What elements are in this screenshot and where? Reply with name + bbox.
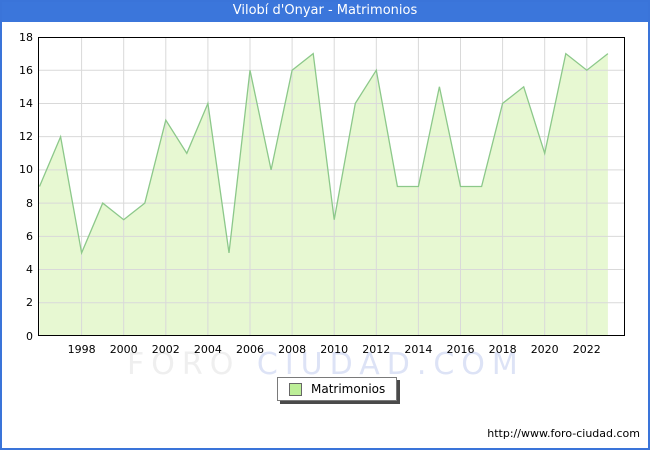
x-tick-label: 2006 <box>236 343 264 356</box>
chart-title: Vilobí d'Onyar - Matrimonios <box>232 3 418 18</box>
y-tick-label: 12 <box>19 130 33 144</box>
x-tick-label: 2018 <box>488 343 517 356</box>
watermark-right: CIUDAD.COM <box>256 347 525 382</box>
x-tick-label: 1998 <box>67 343 96 356</box>
area-fill <box>39 53 608 336</box>
x-tick-label: 2022 <box>572 343 601 356</box>
y-tick-label: 18 <box>19 30 33 44</box>
y-tick-label: 16 <box>19 63 33 77</box>
x-tick-label: 2010 <box>320 343 349 356</box>
y-tick-label: 6 <box>26 229 33 243</box>
legend-swatch-icon <box>289 382 302 396</box>
plot-border <box>38 37 625 336</box>
y-tick-label: 4 <box>26 263 33 277</box>
x-tick-label: 2020 <box>530 343 559 356</box>
x-tick-label: 2004 <box>193 343 222 356</box>
x-tick-label: 2000 <box>109 343 138 356</box>
y-tick-label: 0 <box>26 329 33 343</box>
x-tick-label: 2002 <box>151 343 180 356</box>
area-chart-plot <box>38 37 625 336</box>
y-tick-label: 10 <box>19 163 33 177</box>
y-tick-label: 8 <box>26 196 33 210</box>
watermark: FORO CIUDAD.COM <box>127 347 525 382</box>
x-tick-label: 2014 <box>404 343 433 356</box>
x-tick-label: 2012 <box>362 343 391 356</box>
y-tick-label: 14 <box>19 96 33 110</box>
x-tick-label: 2016 <box>446 343 475 356</box>
footer-url: http://www.foro-ciudad.com <box>487 427 640 440</box>
chart-title-bar: Vilobí d'Onyar - Matrimonios <box>0 0 650 22</box>
data-line <box>38 52 609 256</box>
legend-label: Matrimonios <box>311 382 386 396</box>
y-tick-label: 2 <box>26 296 33 310</box>
watermark-left: FORO <box>127 347 241 382</box>
x-tick-label: 2008 <box>278 343 307 356</box>
legend: Matrimonios <box>277 377 398 401</box>
